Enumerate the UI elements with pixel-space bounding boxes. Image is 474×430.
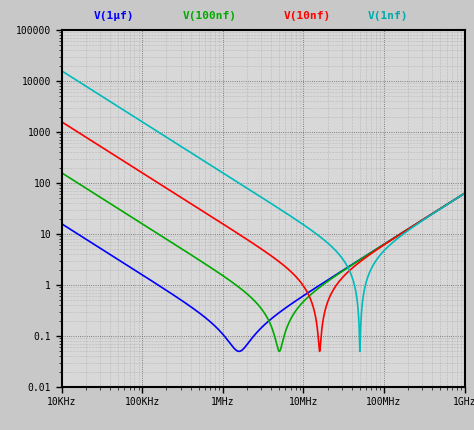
V(1µf) xyxy=(301,293,306,298)
V(100nf) xyxy=(462,191,467,196)
V(1µf) xyxy=(236,349,242,354)
V(1nf) xyxy=(59,68,64,74)
V(1nf) xyxy=(390,240,396,245)
V(1µf) xyxy=(321,280,327,285)
Text: V(100nf): V(100nf) xyxy=(182,11,237,21)
V(10nf) xyxy=(301,283,306,288)
Line: V(10nf): V(10nf) xyxy=(62,122,465,351)
V(10nf) xyxy=(132,166,137,171)
Line: V(1µf): V(1µf) xyxy=(62,194,465,351)
V(1nf) xyxy=(301,222,306,227)
V(10nf) xyxy=(213,217,219,222)
V(1nf) xyxy=(359,301,365,306)
V(1µf) xyxy=(462,191,467,196)
V(100nf) xyxy=(59,170,64,175)
V(100nf) xyxy=(321,282,327,287)
V(1µf) xyxy=(359,255,365,261)
V(100nf) xyxy=(359,255,365,261)
Text: V(10nf): V(10nf) xyxy=(283,11,330,21)
V(1nf) xyxy=(213,166,219,171)
Line: V(100nf): V(100nf) xyxy=(62,173,465,351)
V(10nf) xyxy=(462,191,467,196)
Text: V(1µf): V(1µf) xyxy=(94,11,134,21)
V(100nf) xyxy=(276,349,282,354)
V(100nf) xyxy=(390,236,396,241)
V(10nf) xyxy=(317,349,322,354)
V(100nf) xyxy=(213,268,219,273)
V(10nf) xyxy=(359,258,365,263)
Line: V(1nf): V(1nf) xyxy=(62,71,465,351)
V(1nf) xyxy=(321,237,327,242)
V(10nf) xyxy=(321,314,327,319)
V(100nf) xyxy=(132,216,137,221)
V(100nf) xyxy=(301,299,306,304)
V(10nf) xyxy=(390,237,396,242)
V(1µf) xyxy=(390,236,396,241)
Text: V(1nf): V(1nf) xyxy=(368,11,408,21)
V(1nf) xyxy=(462,191,467,196)
V(1µf) xyxy=(213,324,219,329)
V(1nf) xyxy=(357,349,363,354)
V(1µf) xyxy=(59,221,64,226)
V(1µf) xyxy=(132,267,137,273)
V(10nf) xyxy=(59,119,64,124)
V(1nf) xyxy=(132,114,137,120)
